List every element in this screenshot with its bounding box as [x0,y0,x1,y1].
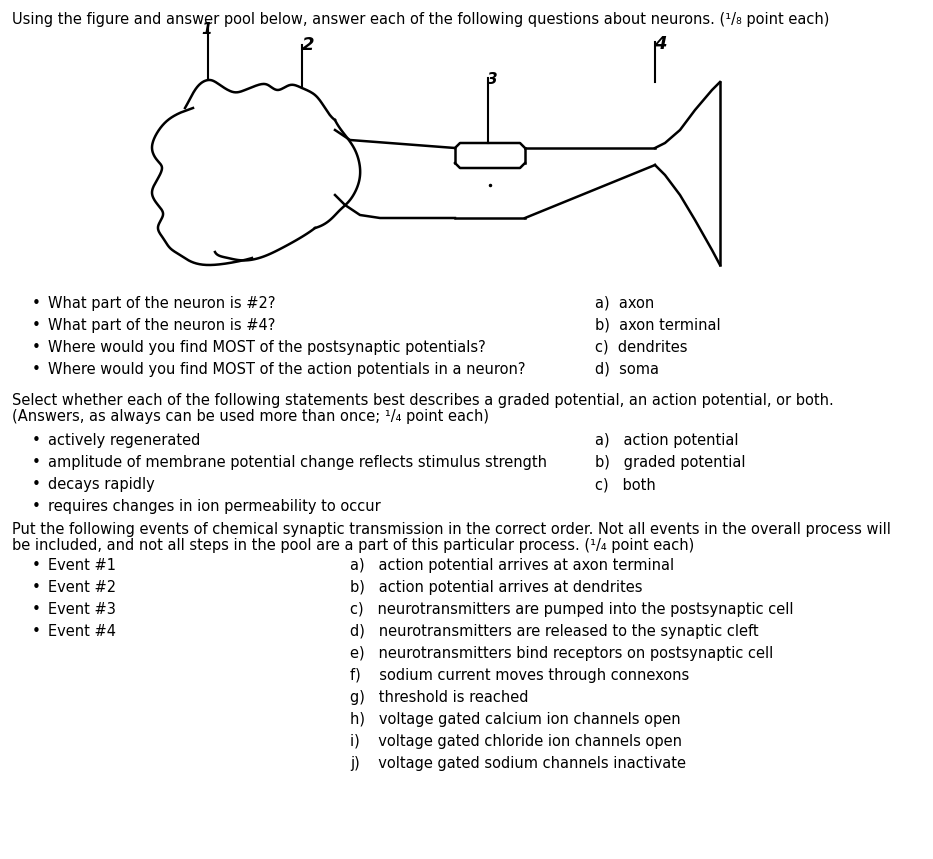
Text: a)   action potential: a) action potential [595,433,739,448]
Text: e)   neurotransmitters bind receptors on postsynaptic cell: e) neurotransmitters bind receptors on p… [350,646,773,661]
Text: b)   graded potential: b) graded potential [595,455,745,470]
Text: •: • [32,296,41,311]
Text: (Answers, as always can be used more than once; ¹/₄ point each): (Answers, as always can be used more tha… [12,409,489,424]
Text: be included, and not all steps in the pool are a part of this particular process: be included, and not all steps in the po… [12,538,694,553]
Text: •: • [32,362,41,377]
Text: 3: 3 [487,72,497,87]
Text: •: • [32,433,41,448]
Text: c)  dendrites: c) dendrites [595,340,688,355]
Text: i)    voltage gated chloride ion channels open: i) voltage gated chloride ion channels o… [350,734,682,749]
Text: •: • [32,624,41,639]
Text: •: • [32,580,41,595]
Text: g)   threshold is reached: g) threshold is reached [350,690,528,705]
Text: •: • [32,477,41,492]
Text: Event #4: Event #4 [48,624,116,639]
Text: Event #2: Event #2 [48,580,116,595]
Text: What part of the neuron is #2?: What part of the neuron is #2? [48,296,275,311]
Text: c)   neurotransmitters are pumped into the postsynaptic cell: c) neurotransmitters are pumped into the… [350,602,793,617]
Text: Where would you find MOST of the postsynaptic potentials?: Where would you find MOST of the postsyn… [48,340,486,355]
Text: •: • [32,558,41,573]
Text: c)   both: c) both [595,477,656,492]
Text: Put the following events of chemical synaptic transmission in the correct order.: Put the following events of chemical syn… [12,522,891,537]
Text: Event #3: Event #3 [48,602,116,617]
Text: actively regenerated: actively regenerated [48,433,201,448]
Text: Event #1: Event #1 [48,558,116,573]
Text: requires changes in ion permeability to occur: requires changes in ion permeability to … [48,499,381,514]
Text: Where would you find MOST of the action potentials in a neuron?: Where would you find MOST of the action … [48,362,525,377]
Text: 2: 2 [301,36,314,54]
Text: •: • [32,318,41,333]
Text: decays rapidly: decays rapidly [48,477,155,492]
Text: Using the figure and answer pool below, answer each of the following questions a: Using the figure and answer pool below, … [12,12,829,27]
Text: d)  soma: d) soma [595,362,659,377]
Text: •: • [32,455,41,470]
Text: a)   action potential arrives at axon terminal: a) action potential arrives at axon term… [350,558,675,573]
Text: 4: 4 [654,35,666,53]
Text: amplitude of membrane potential change reflects stimulus strength: amplitude of membrane potential change r… [48,455,547,470]
Text: b)   action potential arrives at dendrites: b) action potential arrives at dendrites [350,580,643,595]
Text: b)  axon terminal: b) axon terminal [595,318,720,333]
Text: 1: 1 [202,22,213,37]
Text: a)  axon: a) axon [595,296,654,311]
Text: h)   voltage gated calcium ion channels open: h) voltage gated calcium ion channels op… [350,712,681,727]
Text: What part of the neuron is #4?: What part of the neuron is #4? [48,318,275,333]
Text: •: • [32,340,41,355]
Text: j)    voltage gated sodium channels inactivate: j) voltage gated sodium channels inactiv… [350,756,686,771]
Text: d)   neurotransmitters are released to the synaptic cleft: d) neurotransmitters are released to the… [350,624,759,639]
Text: f)    sodium current moves through connexons: f) sodium current moves through connexon… [350,668,689,683]
Text: •: • [32,602,41,617]
Text: Select whether each of the following statements best describes a graded potentia: Select whether each of the following sta… [12,393,834,408]
Text: •: • [32,499,41,514]
